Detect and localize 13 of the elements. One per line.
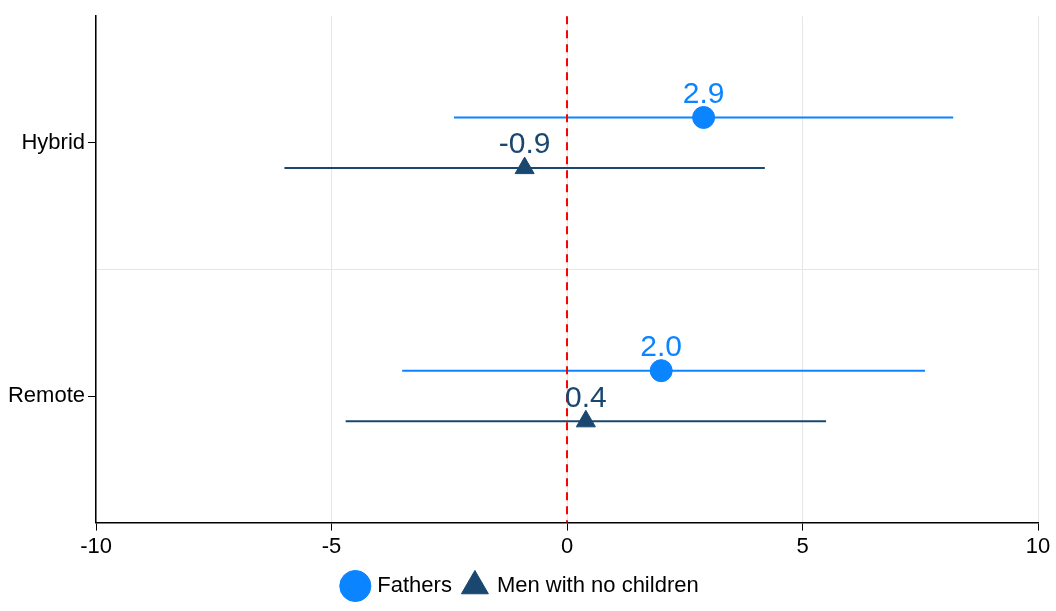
y-tick-label: Hybrid	[21, 128, 86, 154]
x-tick-label: 0	[560, 532, 574, 558]
x-tick-label: -5	[321, 532, 342, 558]
data-label: 2.0	[640, 328, 683, 362]
data-label: 2.9	[682, 75, 725, 109]
x-tick-label: 5	[796, 532, 809, 558]
x-tick-label: 10	[1025, 532, 1051, 558]
x-tick-label: -10	[80, 532, 112, 558]
legend-label: Fathers	[377, 572, 452, 598]
legend-label: Men with no children	[496, 572, 699, 598]
y-tick-label: Remote	[7, 382, 86, 408]
data-label: -0.9	[498, 126, 551, 160]
data-label: 0.4	[565, 379, 607, 413]
